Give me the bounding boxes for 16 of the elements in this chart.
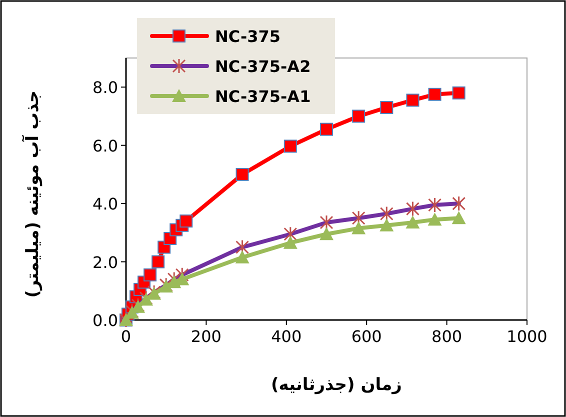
legend-label: NC-375-A2 xyxy=(215,57,311,76)
y-tick-label: 6.0 xyxy=(92,136,118,156)
y-tick-label: 0.0 xyxy=(92,311,118,330)
x-tick-label: 200 xyxy=(190,327,222,346)
y-tick-label: 4.0 xyxy=(92,194,118,214)
legend-label: NC-375 xyxy=(215,27,281,46)
x-tick-label: 0 xyxy=(120,327,132,346)
legend-label: NC-375-A1 xyxy=(215,87,311,106)
y-tick-label: 2.0 xyxy=(92,252,118,272)
x-tick-label: 1000 xyxy=(506,327,548,346)
x-tick-label: 600 xyxy=(351,327,382,346)
y-tick-label: 8.0 xyxy=(92,78,118,98)
y-axis-title: جذب آب موئینه (میلیمتر) xyxy=(21,90,43,298)
x-tick-label: 400 xyxy=(271,327,302,346)
x-tick-label: 800 xyxy=(432,327,462,346)
x-axis-title: زمان (جذرثانیه) xyxy=(271,375,402,395)
